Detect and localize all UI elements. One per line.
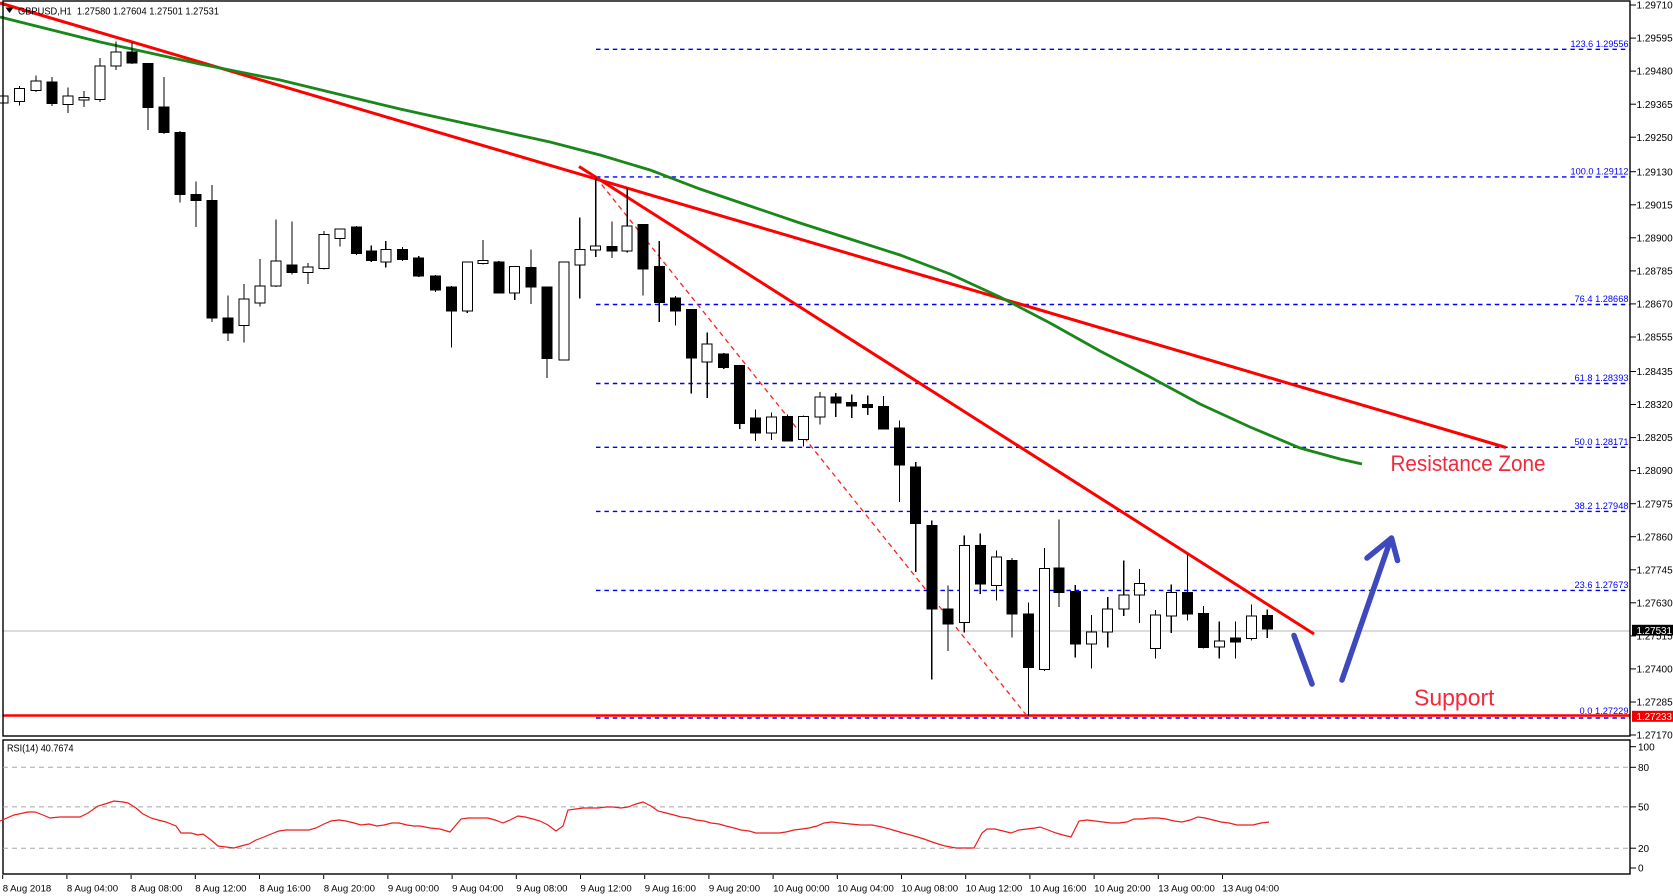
svg-text:1.29595: 1.29595 — [1637, 34, 1673, 45]
svg-text:10 Aug 20:00: 10 Aug 20:00 — [1094, 884, 1151, 895]
svg-text:1.27170: 1.27170 — [1637, 731, 1673, 742]
svg-text:10 Aug 12:00: 10 Aug 12:00 — [966, 884, 1023, 895]
svg-text:10 Aug 04:00: 10 Aug 04:00 — [837, 884, 894, 895]
svg-text:13 Aug 00:00: 13 Aug 00:00 — [1158, 884, 1215, 895]
svg-text:1.28555: 1.28555 — [1637, 333, 1673, 344]
svg-text:10 Aug 16:00: 10 Aug 16:00 — [1030, 884, 1087, 895]
svg-text:1.28320: 1.28320 — [1637, 400, 1673, 411]
svg-text:8 Aug 20:00: 8 Aug 20:00 — [324, 884, 375, 895]
svg-text:20: 20 — [1638, 844, 1650, 855]
svg-text:Support: Support — [1414, 685, 1495, 711]
svg-text:9 Aug 16:00: 9 Aug 16:00 — [645, 884, 696, 895]
svg-text:8 Aug 16:00: 8 Aug 16:00 — [260, 884, 311, 895]
svg-text:8 Aug 04:00: 8 Aug 04:00 — [67, 884, 118, 895]
svg-text:1.28900: 1.28900 — [1637, 233, 1673, 244]
svg-text:50: 50 — [1638, 803, 1650, 814]
svg-text:9 Aug 08:00: 9 Aug 08:00 — [516, 884, 567, 895]
svg-text:9 Aug 12:00: 9 Aug 12:00 — [581, 884, 632, 895]
svg-text:1.27975: 1.27975 — [1637, 499, 1673, 510]
svg-text:1.29015: 1.29015 — [1637, 200, 1673, 211]
svg-text:10 Aug 00:00: 10 Aug 00:00 — [773, 884, 830, 895]
svg-text:9 Aug 04:00: 9 Aug 04:00 — [452, 884, 503, 895]
svg-text:8 Aug 08:00: 8 Aug 08:00 — [131, 884, 182, 895]
svg-text:8 Aug 12:00: 8 Aug 12:00 — [195, 884, 246, 895]
svg-text:1.28205: 1.28205 — [1637, 433, 1673, 444]
svg-text:13 Aug 04:00: 13 Aug 04:00 — [1223, 884, 1280, 895]
svg-text:80: 80 — [1638, 763, 1650, 774]
svg-text:1.29365: 1.29365 — [1637, 100, 1673, 111]
svg-text:38.2 1.27948: 38.2 1.27948 — [1575, 501, 1629, 512]
svg-text:1.29710: 1.29710 — [1637, 1, 1673, 12]
svg-text:100.0 1.29112: 100.0 1.29112 — [1571, 166, 1629, 177]
svg-text:GBPUSD,H1 1.27580 1.27604 1.2: GBPUSD,H1 1.27580 1.27604 1.27501 1.2753… — [18, 6, 219, 18]
svg-text:50.0 1.28171: 50.0 1.28171 — [1575, 437, 1629, 448]
svg-text:9 Aug 00:00: 9 Aug 00:00 — [388, 884, 439, 895]
svg-text:1.28435: 1.28435 — [1637, 367, 1673, 378]
svg-text:1.27400: 1.27400 — [1637, 665, 1673, 676]
svg-text:9 Aug 20:00: 9 Aug 20:00 — [709, 884, 760, 895]
svg-text:1.27531: 1.27531 — [1637, 626, 1672, 637]
svg-text:Resistance Zone: Resistance Zone — [1391, 451, 1546, 476]
svg-text:0.0 1.27229: 0.0 1.27229 — [1580, 706, 1629, 717]
svg-text:1.29480: 1.29480 — [1637, 67, 1673, 78]
svg-text:23.6 1.27673: 23.6 1.27673 — [1575, 580, 1629, 591]
svg-text:1.27515: 1.27515 — [1637, 632, 1673, 643]
svg-text:100: 100 — [1638, 742, 1655, 753]
svg-text:123.6 1.29556: 123.6 1.29556 — [1571, 39, 1629, 50]
svg-text:61.8 1.28393: 61.8 1.28393 — [1575, 373, 1629, 384]
svg-text:0: 0 — [1638, 864, 1644, 875]
svg-text:1.27285: 1.27285 — [1637, 698, 1673, 709]
svg-text:1.29250: 1.29250 — [1637, 133, 1673, 144]
svg-text:10 Aug 08:00: 10 Aug 08:00 — [902, 884, 959, 895]
svg-text:76.4 1.28668: 76.4 1.28668 — [1575, 294, 1629, 305]
svg-text:1.28090: 1.28090 — [1637, 466, 1673, 477]
svg-text:RSI(14) 40.7674: RSI(14) 40.7674 — [7, 744, 74, 755]
svg-text:1.28670: 1.28670 — [1637, 300, 1673, 311]
svg-text:1.28785: 1.28785 — [1637, 267, 1673, 278]
svg-text:8 Aug 2018: 8 Aug 2018 — [3, 884, 52, 895]
svg-text:1.27630: 1.27630 — [1637, 598, 1673, 609]
svg-text:1.27745: 1.27745 — [1637, 565, 1673, 576]
svg-text:1.27233: 1.27233 — [1637, 712, 1673, 723]
svg-text:1.29130: 1.29130 — [1637, 167, 1673, 178]
svg-text:1.27860: 1.27860 — [1637, 532, 1673, 543]
